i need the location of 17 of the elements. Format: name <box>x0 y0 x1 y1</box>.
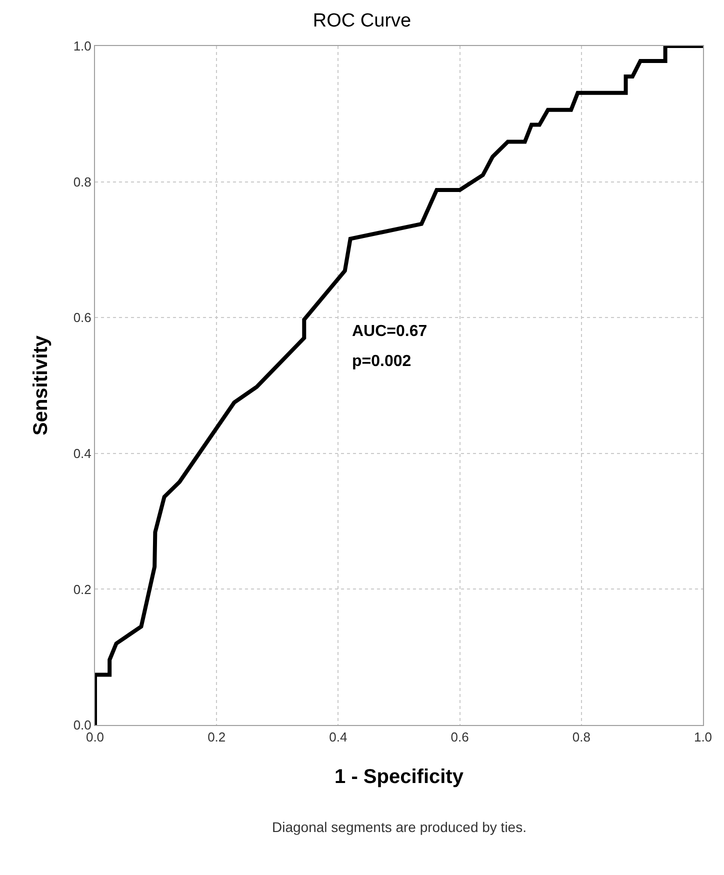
y-axis-title: Sensitivity <box>30 334 52 436</box>
y-tick-label: 0.8 <box>73 174 92 190</box>
y-tick-label: 0.2 <box>73 582 92 597</box>
x-tick-label: 0.2 <box>208 730 226 745</box>
x-tick-label: 0.8 <box>572 730 590 745</box>
y-tick-label: 0.6 <box>73 310 92 326</box>
y-tick-label: 1.0 <box>73 38 92 54</box>
text: Diagonal segments are produced by ties. <box>272 819 526 835</box>
chart-title: ROC Curve <box>312 10 412 32</box>
line-series <box>95 46 703 725</box>
annotation: p=0.002 <box>352 353 412 370</box>
x-tick-label: 0.6 <box>450 730 469 745</box>
annotation: AUC=0.67 <box>352 323 428 340</box>
y-tick-label: 0.4 <box>73 446 92 461</box>
x-tick-label: 0.4 <box>329 730 348 745</box>
x-axis-title: 1 - Specificity <box>334 766 464 788</box>
x-tick-label: 1.0 <box>694 730 712 745</box>
